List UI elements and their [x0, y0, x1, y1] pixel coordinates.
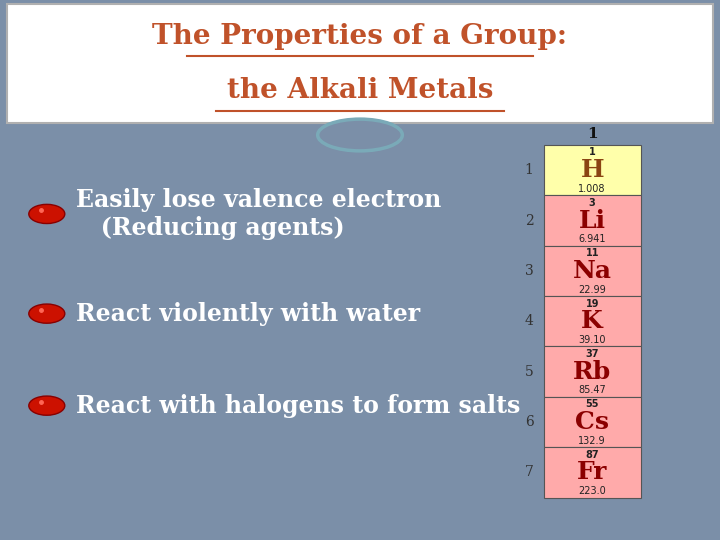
Text: 55: 55	[585, 400, 599, 409]
Text: Fr: Fr	[577, 461, 608, 484]
Text: 85.47: 85.47	[578, 386, 606, 395]
FancyBboxPatch shape	[7, 4, 713, 123]
Circle shape	[29, 304, 65, 323]
Circle shape	[29, 396, 65, 415]
FancyBboxPatch shape	[544, 246, 641, 296]
Text: 4: 4	[525, 314, 534, 328]
Text: 6: 6	[525, 415, 534, 429]
Text: 87: 87	[585, 450, 599, 460]
FancyBboxPatch shape	[544, 447, 641, 498]
FancyBboxPatch shape	[544, 397, 641, 447]
Text: Easily lose valence electron
   (Reducing agents): Easily lose valence electron (Reducing a…	[76, 188, 441, 240]
FancyBboxPatch shape	[544, 145, 641, 195]
FancyBboxPatch shape	[544, 347, 641, 397]
Text: Rb: Rb	[573, 360, 611, 384]
Text: 37: 37	[585, 349, 599, 359]
Circle shape	[29, 204, 65, 224]
Text: React violently with water: React violently with water	[76, 302, 420, 326]
Text: 1: 1	[587, 127, 598, 141]
Text: 1: 1	[525, 163, 534, 177]
Text: the Alkali Metals: the Alkali Metals	[227, 77, 493, 104]
Text: 1.008: 1.008	[578, 184, 606, 194]
Text: 223.0: 223.0	[578, 486, 606, 496]
Text: 22.99: 22.99	[578, 285, 606, 294]
Text: The Properties of a Group:: The Properties of a Group:	[153, 23, 567, 50]
Text: Cs: Cs	[575, 410, 609, 434]
Text: 11: 11	[585, 248, 599, 258]
Text: 5: 5	[525, 364, 534, 379]
Text: React with halogens to form salts: React with halogens to form salts	[76, 394, 520, 417]
Text: 132.9: 132.9	[578, 436, 606, 446]
Text: 6.941: 6.941	[578, 234, 606, 244]
Text: Na: Na	[572, 259, 612, 283]
FancyBboxPatch shape	[544, 195, 641, 246]
Text: 1: 1	[589, 147, 595, 158]
FancyBboxPatch shape	[544, 296, 641, 347]
Text: 19: 19	[585, 299, 599, 309]
Circle shape	[318, 119, 402, 151]
Text: 7: 7	[525, 465, 534, 480]
Text: H: H	[580, 158, 604, 182]
Text: K: K	[581, 309, 603, 333]
Text: 3: 3	[525, 264, 534, 278]
Text: 39.10: 39.10	[578, 335, 606, 345]
Text: 3: 3	[589, 198, 595, 208]
Text: 2: 2	[525, 213, 534, 227]
Text: Li: Li	[579, 208, 606, 233]
